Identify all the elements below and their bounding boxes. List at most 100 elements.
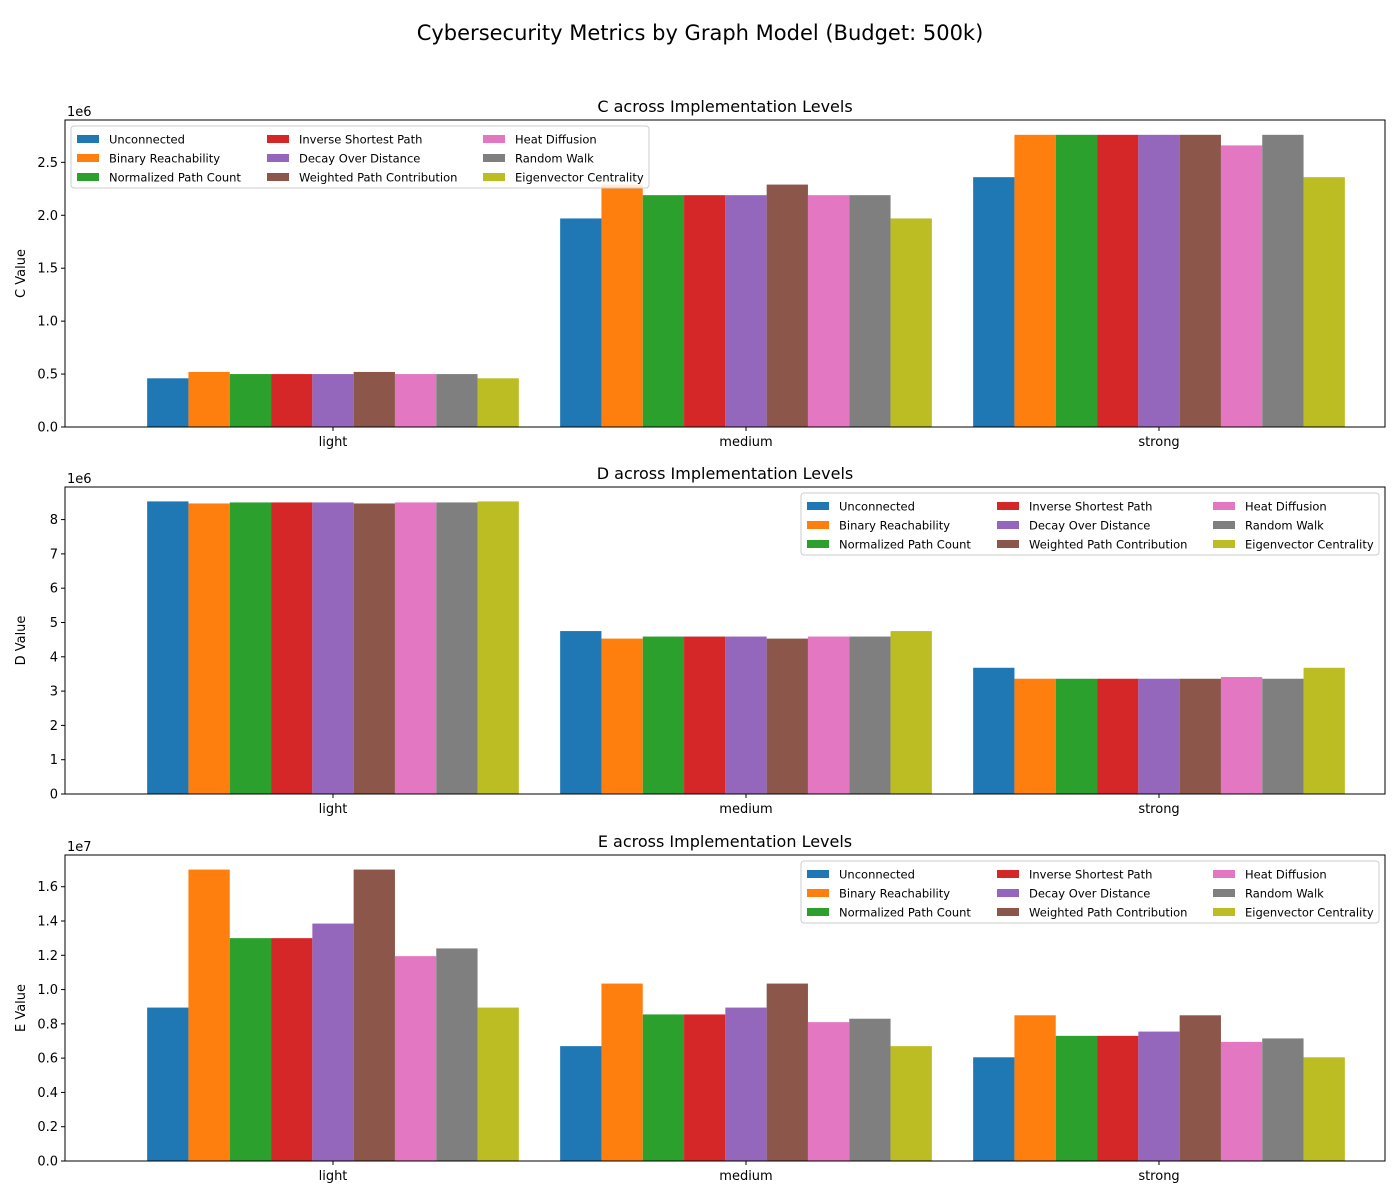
x-tick-label: light <box>319 435 348 450</box>
legend-item-heat-diffusion: Heat Diffusion <box>1213 868 1327 882</box>
chart-panels: C across Implementation Levels 1e6 C Value… <box>14 97 1386 1184</box>
x-tick-label: light <box>319 1169 348 1184</box>
bar-random-walk-strong <box>1262 678 1304 794</box>
legend-item-random-walk: Random Walk <box>483 152 594 166</box>
x-tick-label: medium <box>719 1169 772 1184</box>
legend-swatch <box>77 154 99 162</box>
x-tick-label: strong <box>1138 802 1179 817</box>
x-tick-label: medium <box>719 435 772 450</box>
bar-random-walk-light <box>436 502 478 794</box>
y-axis-label: C Value <box>14 249 29 298</box>
bar-decay-over-distance-strong <box>1138 678 1180 794</box>
legend-item-weighted-path-contribution: Weighted Path Contribution <box>997 538 1187 552</box>
legend-item-unconnected: Unconnected <box>807 868 915 882</box>
legend-swatch <box>997 521 1019 529</box>
legend-swatch <box>77 135 99 143</box>
chart-2: D across Implementation Levels 1e6 D Value… <box>14 464 1386 817</box>
chart-title: C across Implementation Levels <box>597 97 852 116</box>
legend-item-unconnected: Unconnected <box>77 133 185 147</box>
axis-offset-label: 1e6 <box>67 472 92 487</box>
bar-decay-over-distance-medium <box>725 1007 767 1161</box>
y-tick-label: 1.0 <box>37 315 58 330</box>
legend-label: Decay Over Distance <box>1029 887 1150 901</box>
bar-normalized-path-count-medium <box>642 636 685 794</box>
legend-label: Decay Over Distance <box>1029 519 1150 533</box>
legend-label: Binary Reachability <box>109 152 220 166</box>
legend-swatch <box>267 173 289 181</box>
bar-random-walk-light <box>436 948 478 1161</box>
legend-item-inverse-shortest-path: Inverse Shortest Path <box>997 868 1152 882</box>
legend-label: Unconnected <box>109 133 185 147</box>
legend-swatch <box>807 889 829 897</box>
legend-swatch <box>997 908 1019 916</box>
y-tick-label: 2 <box>50 719 58 734</box>
bar-normalized-path-count-medium <box>642 195 685 427</box>
y-tick-label: 3 <box>50 685 58 700</box>
x-tick-label: strong <box>1138 1169 1179 1184</box>
x-tick-label: strong <box>1138 435 1179 450</box>
legend-item-normalized-path-count: Normalized Path Count <box>807 538 971 552</box>
bar-random-walk-strong <box>1262 134 1304 427</box>
bar-binary-reachability-medium <box>601 983 643 1161</box>
bar-random-walk-medium <box>849 1018 891 1161</box>
bar-unconnected-light <box>147 378 189 427</box>
bar-weighted-path-contribution-light <box>353 371 395 427</box>
bar-normalized-path-count-strong <box>1055 134 1098 427</box>
bar-eigenvector-centrality-medium <box>890 631 932 794</box>
y-tick-label: 8 <box>50 513 58 528</box>
legend-label: Normalized Path Count <box>839 538 971 552</box>
bar-normalized-path-count-light <box>229 502 272 794</box>
bar-random-walk-strong <box>1262 1038 1304 1161</box>
y-tick-label: 4 <box>50 650 58 665</box>
plot-area-frame <box>64 854 1386 1162</box>
legend-swatch <box>807 502 829 510</box>
bar-heat-diffusion-medium <box>807 636 850 794</box>
bar-normalized-path-count-light <box>229 374 272 427</box>
bar-heat-diffusion-strong <box>1220 1041 1263 1161</box>
plot-area-frame <box>64 486 1386 795</box>
bar-unconnected-strong <box>973 667 1015 794</box>
legend-label: Binary Reachability <box>839 887 950 901</box>
y-tick-label: 0.2 <box>37 1120 58 1135</box>
legend-item-heat-diffusion: Heat Diffusion <box>483 133 597 147</box>
bar-binary-reachability-light <box>188 503 230 794</box>
chart-title: D across Implementation Levels <box>597 464 853 483</box>
legend-item-decay-over-distance: Decay Over Distance <box>997 887 1150 901</box>
bar-inverse-shortest-path-strong <box>1097 134 1139 427</box>
bar-eigenvector-centrality-strong <box>1303 667 1345 794</box>
legend-label: Weighted Path Contribution <box>1029 906 1187 920</box>
bar-inverse-shortest-path-medium <box>684 1014 726 1161</box>
bar-heat-diffusion-light <box>394 956 437 1161</box>
legend-label: Inverse Shortest Path <box>1029 500 1152 514</box>
bar-random-walk-medium <box>849 636 891 794</box>
bar-eigenvector-centrality-medium <box>890 1046 932 1161</box>
bar-decay-over-distance-strong <box>1138 134 1180 427</box>
axis-offset-label: 1e6 <box>67 105 92 120</box>
legend-label: Normalized Path Count <box>109 171 241 185</box>
bar-binary-reachability-strong <box>1014 1015 1056 1161</box>
bar-eigenvector-centrality-strong <box>1303 1057 1345 1161</box>
bar-inverse-shortest-path-light <box>271 374 313 427</box>
legend-label: Heat Diffusion <box>1245 500 1327 514</box>
legend-label: Heat Diffusion <box>1245 868 1327 882</box>
legend-item-decay-over-distance: Decay Over Distance <box>997 519 1150 533</box>
legend-swatch <box>483 154 505 162</box>
legend-label: Eigenvector Centrality <box>515 171 644 185</box>
legend-swatch <box>997 502 1019 510</box>
bar-binary-reachability-light <box>188 371 230 427</box>
legend-item-weighted-path-contribution: Weighted Path Contribution <box>267 171 457 185</box>
bar-weighted-path-contribution-medium <box>766 638 808 794</box>
y-tick-label: 0 <box>50 788 58 803</box>
legend-label: Weighted Path Contribution <box>299 171 457 185</box>
legend-label: Weighted Path Contribution <box>1029 538 1187 552</box>
bar-weighted-path-contribution-medium <box>766 184 808 427</box>
bar-heat-diffusion-strong <box>1220 145 1263 427</box>
bar-decay-over-distance-light <box>312 923 354 1161</box>
bar-inverse-shortest-path-light <box>271 502 313 794</box>
legend-swatch <box>77 173 99 181</box>
bar-random-walk-medium <box>849 195 891 427</box>
bar-weighted-path-contribution-light <box>353 503 395 794</box>
legend-swatch <box>1213 502 1235 510</box>
legend-swatch <box>483 135 505 143</box>
bar-heat-diffusion-light <box>394 374 437 427</box>
